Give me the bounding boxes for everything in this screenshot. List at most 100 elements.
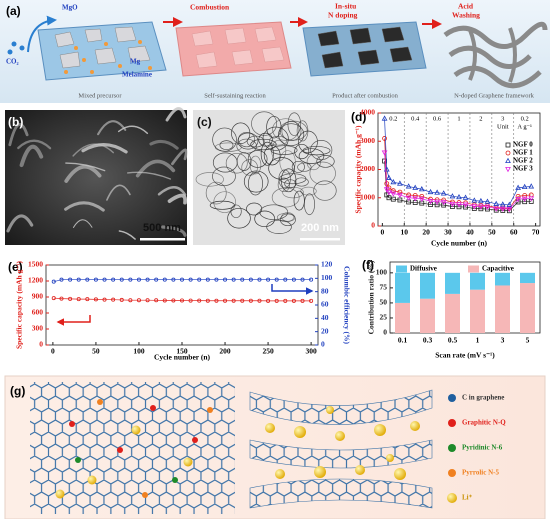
y-tick-label: 25 bbox=[380, 313, 388, 322]
data-point bbox=[412, 184, 419, 190]
x-tick-label: 0.3 bbox=[423, 336, 433, 345]
y-tick-label: 0 bbox=[39, 340, 43, 349]
right-axis-arrow bbox=[271, 284, 314, 295]
sem-sheet bbox=[161, 225, 187, 237]
data-point bbox=[462, 202, 469, 208]
y2-tick-label: 80 bbox=[321, 286, 329, 295]
data-point bbox=[136, 298, 141, 303]
tem-ring bbox=[304, 193, 315, 216]
co2-arrow bbox=[27, 15, 57, 53]
y-tick-label: 900 bbox=[32, 292, 44, 301]
bar-segment bbox=[420, 272, 435, 299]
data-point bbox=[51, 279, 56, 284]
sem-sheet bbox=[126, 171, 172, 180]
data-point bbox=[397, 192, 403, 199]
x-tick-label: 50 bbox=[488, 228, 496, 237]
data-line bbox=[384, 152, 532, 210]
tem-ring bbox=[294, 143, 310, 160]
scale-label: 200 nm bbox=[301, 222, 339, 234]
data-point bbox=[205, 277, 210, 282]
data-point bbox=[248, 298, 253, 303]
x-axis-label: Cycle number (n) bbox=[154, 353, 211, 362]
tem-ring bbox=[310, 140, 333, 161]
y-tick-label: 0 bbox=[383, 328, 387, 337]
tem-ring bbox=[279, 120, 308, 141]
tem-ring bbox=[294, 177, 309, 187]
tem-ring bbox=[263, 145, 281, 166]
data-point bbox=[493, 206, 500, 212]
sem-sheet bbox=[72, 219, 93, 228]
data-point bbox=[471, 197, 478, 203]
bar-segment bbox=[420, 298, 435, 333]
sem-sheet bbox=[117, 125, 149, 135]
data-point bbox=[102, 277, 107, 282]
data-point bbox=[449, 193, 456, 199]
data-point bbox=[499, 201, 506, 207]
data-point bbox=[390, 178, 397, 185]
legend-label: NGF 2 bbox=[513, 157, 533, 165]
sem-sheet bbox=[64, 165, 102, 183]
rate-label: 3 bbox=[501, 115, 504, 122]
data-point bbox=[418, 186, 425, 192]
data-point bbox=[478, 204, 484, 210]
sem-sheet bbox=[171, 148, 188, 166]
data-point bbox=[419, 193, 425, 199]
legend-label: NGF 1 bbox=[513, 149, 533, 157]
data-point bbox=[528, 183, 535, 189]
x-tick-label: 300 bbox=[305, 347, 317, 356]
x-tick-label: 0.5 bbox=[448, 336, 458, 345]
data-point bbox=[240, 277, 245, 282]
data-point bbox=[111, 297, 116, 302]
data-point bbox=[76, 277, 81, 282]
data-point bbox=[283, 298, 288, 303]
data-point bbox=[136, 277, 141, 282]
plot-frame bbox=[45, 264, 319, 346]
panel-label: (a) bbox=[6, 4, 21, 18]
y-tick-label: 300 bbox=[32, 324, 44, 333]
data-point bbox=[76, 297, 81, 302]
data-point bbox=[506, 207, 513, 213]
melamine-label: Melamine bbox=[122, 71, 152, 79]
y2-tick-label: 60 bbox=[321, 300, 329, 309]
tem-ring bbox=[276, 212, 296, 223]
legend-swatch bbox=[396, 265, 407, 273]
step-label: Combustion bbox=[190, 3, 230, 12]
y-tick-label: 1500 bbox=[28, 260, 43, 269]
data-point bbox=[240, 298, 245, 303]
tem-ring bbox=[298, 148, 325, 164]
data-point bbox=[257, 277, 262, 282]
x-tick-label: 100 bbox=[133, 347, 145, 356]
tem-ring bbox=[249, 155, 262, 175]
panel-label: (f) bbox=[362, 258, 374, 272]
legend-marker bbox=[505, 150, 511, 156]
sem-sheet bbox=[8, 123, 29, 147]
tem-ring bbox=[209, 200, 235, 210]
sem-sheet bbox=[6, 214, 34, 233]
data-point bbox=[119, 277, 124, 282]
data-point bbox=[145, 298, 150, 303]
tem-ring bbox=[225, 152, 248, 174]
data-point bbox=[309, 298, 314, 303]
bar-segment bbox=[395, 272, 410, 303]
panel-c: (c) 200 nm bbox=[193, 110, 345, 245]
sem-sheets bbox=[6, 107, 188, 240]
sem-sheet bbox=[149, 139, 179, 150]
x-tick-label: 0 bbox=[51, 347, 55, 356]
rate-label: 0.6 bbox=[433, 115, 442, 122]
data-point bbox=[309, 277, 314, 282]
data-point bbox=[171, 277, 176, 282]
data-point bbox=[515, 197, 521, 203]
tem-ring bbox=[219, 140, 234, 151]
data-point bbox=[522, 193, 528, 198]
left-axis-arrow bbox=[56, 315, 91, 326]
legend-dot bbox=[448, 394, 456, 402]
legend-label: Li⁺ bbox=[462, 494, 473, 502]
stage-label: Mixed precursor bbox=[78, 92, 122, 99]
data-point bbox=[383, 187, 390, 193]
mg-label: Mg bbox=[130, 58, 141, 66]
panel-label: (b) bbox=[8, 115, 23, 129]
stage-label: Product after combustion bbox=[332, 92, 398, 99]
tem-ring bbox=[246, 202, 263, 216]
x-tick-label: 5 bbox=[526, 336, 530, 345]
